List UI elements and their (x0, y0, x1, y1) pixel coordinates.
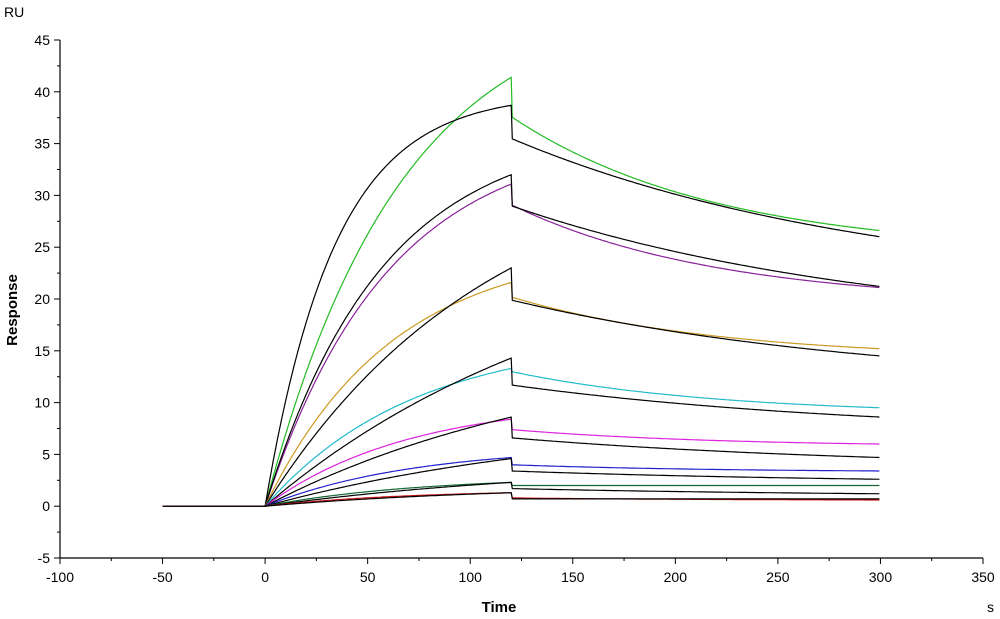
y-tick-label: 15 (34, 343, 50, 359)
fit-curve-15 (162, 492, 880, 507)
y-ticks: -5 0 5 10 15 20 25 30 35 40 45 (34, 32, 60, 566)
x-ticks: -100 -50 0 50 100 150 200 250 300 350 (46, 558, 995, 585)
axes (59, 40, 983, 559)
y-tick-label: 0 (42, 498, 50, 514)
y-tick-label: 45 (34, 32, 50, 48)
x-tick-label: 0 (261, 569, 269, 585)
measured-curve-2 (162, 183, 880, 507)
fit-curve-3 (162, 173, 880, 507)
measured-curve-6 (162, 367, 880, 507)
x-tick-label: 150 (561, 569, 585, 585)
measured-curve-10 (162, 456, 880, 507)
x-tick-label: 50 (360, 569, 376, 585)
fit-curve-1 (162, 104, 880, 507)
fit-curve-9 (162, 416, 880, 507)
y-tick-label: -5 (38, 550, 51, 566)
series-curves (162, 76, 880, 507)
x-tick-label: -100 (46, 569, 74, 585)
x-tick-label: 200 (664, 569, 688, 585)
measured-curve-8 (162, 418, 880, 507)
y-tick-label: 10 (34, 395, 50, 411)
y-tick-label: 5 (42, 446, 50, 462)
y-tick-label: 40 (34, 84, 50, 100)
x-axis-title: Time (482, 599, 517, 616)
measured-curve-0 (162, 76, 880, 507)
fit-curve-11 (162, 457, 880, 507)
fit-curve-5 (162, 266, 880, 507)
y-axis-title: Response (4, 274, 21, 346)
x-tick-label: -50 (152, 569, 172, 585)
y-tick-label: 35 (34, 136, 50, 152)
x-tick-label: 250 (766, 569, 790, 585)
x-tick-label: 350 (971, 569, 995, 585)
fit-curve-13 (162, 481, 880, 507)
measured-curve-4 (162, 281, 880, 507)
y-tick-label: 25 (34, 239, 50, 255)
x-tick-label: 300 (869, 569, 893, 585)
measured-curve-12 (162, 481, 880, 507)
fit-curve-7 (162, 357, 880, 507)
x-unit-label: s (987, 599, 994, 615)
y-unit-label: RU (4, 4, 24, 20)
x-tick-label: 100 (459, 569, 483, 585)
y-tick-label: 30 (34, 187, 50, 203)
y-tick-label: 20 (34, 291, 50, 307)
